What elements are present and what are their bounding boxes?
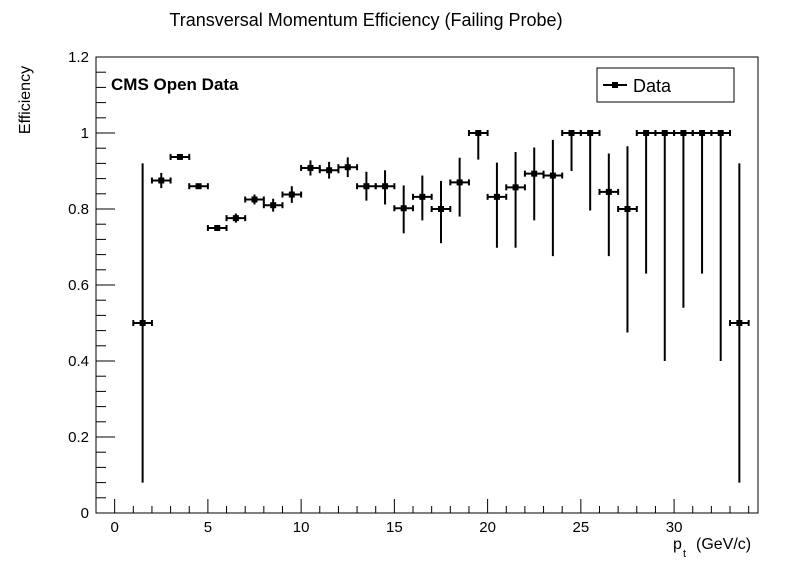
data-marker <box>232 215 239 222</box>
y-axis: 0 0.2 0.4 0.6 0.8 1 1.2 <box>68 49 115 522</box>
chart-title: Transversal Momentum Efficiency (Failing… <box>169 10 562 30</box>
y-tick-label: 0.2 <box>68 429 89 446</box>
data-point <box>617 146 638 333</box>
data-marker <box>344 164 351 171</box>
x-axis-label-main: p <box>673 536 682 553</box>
data-marker <box>139 320 146 326</box>
data-marker <box>158 177 165 184</box>
x-tick-label: 25 <box>573 519 590 536</box>
data-marker <box>382 183 389 190</box>
data-marker <box>195 183 202 190</box>
data-point <box>654 130 676 361</box>
data-marker <box>568 130 575 136</box>
data-point <box>300 160 321 176</box>
data-point <box>691 130 713 274</box>
legend-marker-swatch <box>612 82 618 88</box>
x-tick-label: 10 <box>293 519 310 536</box>
data-points-layer <box>132 130 750 483</box>
data-point <box>635 130 657 274</box>
data-point <box>225 213 247 223</box>
data-marker <box>605 188 612 195</box>
data-point <box>262 198 284 212</box>
x-axis-label-unit: (GeV/c) <box>696 536 751 553</box>
x-axis-label-subscript: t <box>683 548 686 560</box>
data-marker <box>176 153 183 160</box>
data-marker <box>307 164 314 171</box>
x-axis-label: p t (GeV/c) <box>673 536 751 560</box>
data-point <box>206 224 228 232</box>
data-marker <box>493 193 500 200</box>
data-point <box>281 186 303 203</box>
data-marker <box>699 130 706 136</box>
x-axis: 0 5 10 15 20 25 30 <box>95 499 750 536</box>
data-marker <box>475 130 482 136</box>
data-marker <box>288 191 295 198</box>
data-marker <box>643 130 650 136</box>
data-point <box>579 130 601 211</box>
y-tick-label: 0.4 <box>68 353 89 370</box>
x-tick-label: 15 <box>386 519 403 536</box>
data-point <box>523 147 545 221</box>
data-marker <box>531 170 538 177</box>
data-point <box>356 171 377 201</box>
data-point <box>337 157 359 178</box>
data-marker <box>624 206 631 212</box>
data-marker <box>736 320 743 326</box>
x-tick-label: 5 <box>204 519 212 536</box>
data-point <box>132 163 153 483</box>
legend-entry-data: Data <box>633 76 672 96</box>
data-point <box>467 130 489 160</box>
data-marker <box>512 184 519 191</box>
data-point <box>542 139 564 257</box>
data-marker <box>419 193 426 200</box>
y-tick-label: 1.2 <box>68 49 89 66</box>
data-marker <box>680 130 687 136</box>
data-marker <box>456 179 463 186</box>
x-tick-label: 20 <box>479 519 496 536</box>
data-marker <box>400 205 407 212</box>
data-point <box>729 163 750 483</box>
data-point <box>188 183 209 190</box>
data-point <box>393 185 415 234</box>
data-point <box>673 130 694 308</box>
data-marker <box>270 202 277 209</box>
data-point <box>412 175 433 221</box>
y-tick-label: 1 <box>81 125 89 142</box>
data-marker <box>363 183 370 190</box>
data-point <box>430 180 452 244</box>
data-marker <box>587 130 594 136</box>
data-point <box>150 172 172 189</box>
data-point <box>318 161 340 179</box>
data-marker <box>661 130 668 136</box>
data-point <box>449 157 470 217</box>
data-point <box>486 162 508 248</box>
data-marker <box>549 172 556 179</box>
data-marker <box>717 130 724 136</box>
cms-open-data-label: CMS Open Data <box>111 75 239 94</box>
data-marker <box>437 206 444 212</box>
data-point <box>169 153 191 160</box>
data-point <box>598 153 620 257</box>
data-marker <box>326 167 333 174</box>
data-marker <box>214 225 221 231</box>
data-marker <box>251 196 258 203</box>
data-point <box>561 130 582 171</box>
y-tick-label: 0 <box>81 505 89 522</box>
plot-frame <box>95 56 759 514</box>
data-point <box>710 130 732 361</box>
y-axis-label: Efficiency <box>17 66 34 134</box>
legend: Data <box>596 67 735 103</box>
x-tick-label: 30 <box>666 519 683 536</box>
y-tick-label: 0.6 <box>68 277 89 294</box>
data-point <box>505 152 526 248</box>
data-point <box>374 170 396 205</box>
x-tick-label: 0 <box>110 519 118 536</box>
data-point <box>244 194 265 205</box>
y-tick-label: 0.8 <box>68 201 89 218</box>
